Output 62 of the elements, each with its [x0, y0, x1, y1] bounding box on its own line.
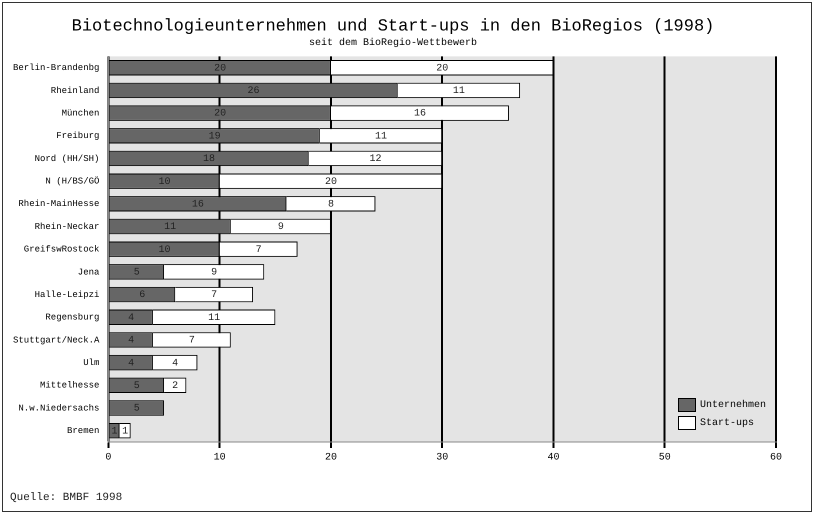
data-label: 11: [208, 312, 220, 324]
data-label: 2: [172, 380, 178, 392]
data-label: 4: [128, 312, 134, 324]
y-tick-label: Regensburg: [45, 312, 100, 323]
y-tick-label: Mittelhesse: [40, 380, 100, 391]
x-tick-label: 10: [214, 452, 226, 464]
data-label: 9: [211, 268, 218, 279]
x-tick-label: 60: [770, 452, 782, 464]
data-label: 8: [328, 199, 334, 210]
data-label: 7: [256, 244, 262, 256]
y-tick-label: Nord (HH/SH): [34, 154, 100, 164]
y-tick-label: Rheinland: [50, 86, 100, 96]
y-tick-label: Bremen: [67, 426, 100, 436]
data-label: 5: [134, 268, 140, 279]
y-tick-label: Freiburg: [56, 131, 100, 142]
y-tick-label: N.w.Niedersachs: [18, 403, 100, 414]
x-tick-label: 20: [324, 452, 337, 464]
data-label: 11: [164, 222, 176, 234]
chart-title: Biotechnologieunternehmen und Start-ups in den BioRegios (1998): [72, 18, 714, 37]
data-label: 10: [158, 176, 171, 188]
data-label: 6: [139, 290, 146, 302]
y-tick-label: Rhein-Neckar: [34, 222, 100, 232]
data-label: 10: [158, 244, 171, 256]
data-label: 5: [134, 380, 140, 392]
x-tick-label: 0: [105, 452, 112, 464]
data-label: 11: [452, 86, 465, 98]
source-note: Quelle: BMBF 1998: [10, 492, 122, 504]
data-label: 16: [192, 199, 204, 210]
data-label: 4: [128, 358, 134, 370]
data-label: 5: [134, 404, 140, 415]
y-tick-label: N (H/BS/GÖ: [45, 176, 100, 187]
data-label: 26: [248, 86, 260, 98]
x-tick-label: 30: [436, 452, 448, 464]
data-label: 7: [211, 290, 218, 302]
data-label: 20: [214, 63, 226, 74]
y-tick-label: Berlin-Brandenbg: [12, 63, 100, 74]
data-label: 1: [122, 426, 128, 438]
data-label: 1: [111, 426, 118, 438]
y-tick-label: GreifswRostock: [24, 244, 100, 255]
data-label: 9: [278, 222, 284, 234]
data-label: 18: [203, 154, 216, 166]
data-label: 4: [128, 336, 134, 347]
legend-label: Start-ups: [700, 418, 754, 428]
y-tick-label: Ulm: [83, 358, 100, 368]
data-label: 12: [369, 154, 382, 166]
data-label: 7: [188, 336, 195, 347]
data-label: 20: [214, 108, 226, 120]
data-label: 4: [172, 358, 178, 370]
y-tick-label: München: [62, 108, 100, 118]
y-tick-label: Rhein-MainHesse: [18, 199, 100, 210]
x-tick-label: 50: [658, 452, 671, 464]
x-tick-label: 40: [547, 452, 560, 464]
legend-label: Unternehmen: [700, 400, 766, 410]
y-tick-label: Jena: [78, 267, 100, 278]
data-label: 19: [208, 131, 221, 142]
data-label: 20: [324, 176, 337, 188]
y-tick-label: Halle-Leipzi: [34, 290, 100, 300]
y-tick-label: Stuttgart/Neck.A: [12, 335, 100, 346]
data-label: 11: [375, 131, 388, 142]
data-label: 20: [436, 63, 448, 74]
chart-subtitle: seit dem BioRegio-Wettbewerb: [308, 37, 478, 50]
data-label: 16: [414, 108, 426, 120]
